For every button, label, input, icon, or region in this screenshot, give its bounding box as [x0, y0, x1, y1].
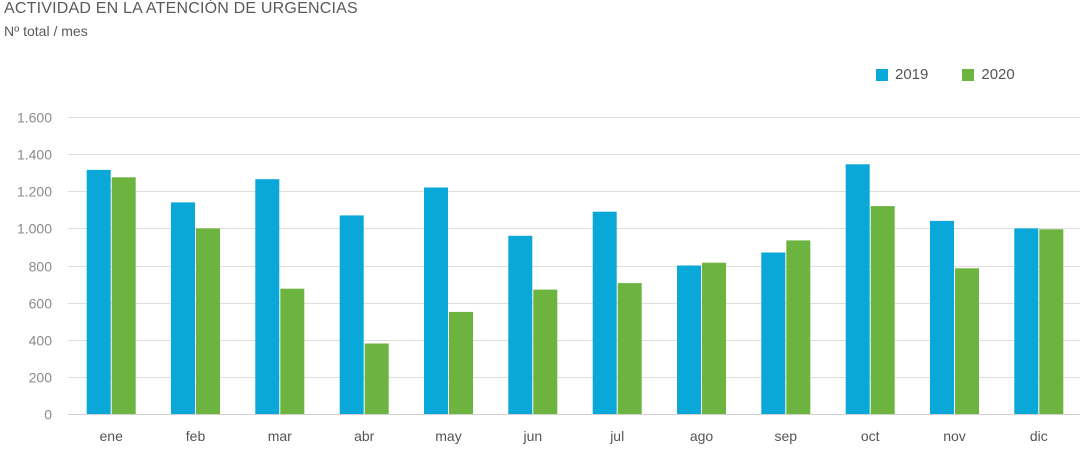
bar-2019-jul [592, 211, 617, 414]
x-tick-label-mar: mar [268, 428, 292, 444]
y-tick-label: 1.200 [17, 184, 52, 200]
bar-2020-dic [1039, 229, 1064, 414]
bar-2020-ago [702, 262, 726, 414]
x-tick-label-feb: feb [186, 428, 206, 444]
x-axis-ticks: ene feb mar abr may jun jul ago sep oct nov dic [100, 428, 1048, 444]
y-tick-label: 800 [29, 259, 53, 275]
x-tick-label-ene: ene [100, 428, 124, 444]
chart-title: ACTIVIDAD EN LA ATENCIÓN DE URGENCIAS [4, 0, 358, 17]
legend-swatch-2019 [876, 68, 888, 81]
chart-subtitle: Nº total / mes [4, 23, 88, 39]
bar-2019-jun [508, 235, 533, 414]
bar-2020-sep [786, 240, 811, 414]
bar-2019-nov [930, 220, 954, 414]
y-tick-label: 1.400 [17, 147, 52, 163]
grid-lines [68, 117, 1080, 415]
bar-2019-ene [86, 169, 111, 414]
bar-2019-feb [171, 202, 195, 414]
bar-2020-ene [111, 177, 136, 414]
y-tick-label: 1.600 [17, 110, 52, 126]
bar-2020-abr [364, 343, 389, 414]
bar-2019-may [424, 187, 448, 414]
bar-2019-oct [845, 164, 870, 414]
bar-2019-mar [255, 179, 280, 414]
legend-swatch-2020 [962, 68, 975, 81]
bar-2020-may [449, 311, 473, 414]
x-tick-label-ago: ago [690, 428, 714, 444]
y-tick-label: 400 [29, 333, 53, 349]
y-axis-ticks: 0 200 400 600 800 1.000 1.200 1.400 1.600 [17, 110, 52, 423]
legend-label-2019: 2019 [895, 66, 929, 83]
bar-2020-jul [617, 283, 642, 414]
legend-item-2019: 2019 [876, 66, 928, 83]
legend-item-2020: 2020 [962, 66, 1015, 83]
bar-2019-sep [761, 252, 786, 414]
x-tick-label-nov: nov [943, 428, 966, 444]
x-tick-label-jun: jun [522, 428, 542, 444]
legend-label-2020: 2020 [981, 66, 1015, 83]
chart-legend: 2019 2020 [876, 66, 1049, 83]
bar-2020-feb [196, 228, 220, 414]
bar-2020-nov [955, 268, 979, 414]
bar-2020-jun [533, 289, 558, 414]
x-tick-label-oct: oct [861, 428, 880, 444]
bar-2020-mar [280, 288, 305, 414]
bar-2019-ago [677, 265, 701, 414]
y-tick-label: 0 [44, 407, 52, 423]
x-tick-label-abr: abr [354, 428, 375, 444]
y-tick-label: 1.000 [17, 221, 52, 237]
bar-2020-oct [870, 206, 895, 414]
bars [86, 164, 1064, 414]
x-tick-label-sep: sep [775, 428, 798, 444]
x-tick-label-dic: dic [1030, 428, 1048, 444]
y-tick-label: 200 [29, 370, 53, 386]
bar-2019-dic [1014, 228, 1039, 414]
x-tick-label-jul: jul [609, 428, 624, 444]
bar-2019-abr [339, 215, 364, 414]
x-tick-label-may: may [435, 428, 461, 444]
y-tick-label: 600 [29, 296, 53, 312]
